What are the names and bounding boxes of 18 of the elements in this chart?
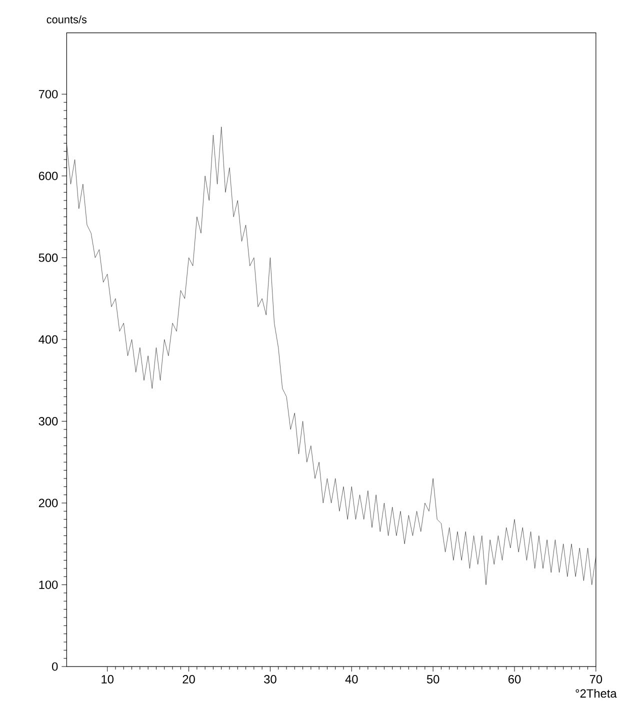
line-series [66, 126, 596, 585]
x-axis-title: °2Theta [576, 688, 617, 698]
y-tick-label: 500 [38, 253, 58, 262]
x-tick-label: 50 [426, 675, 440, 684]
y-tick-label: 200 [38, 498, 58, 508]
y-tick-label: 700 [38, 90, 58, 98]
x-tick-label: 60 [508, 675, 521, 684]
x-tick-label: 20 [182, 675, 195, 684]
x-tick-label: 10 [102, 675, 114, 684]
y-tick-label: 100 [39, 580, 58, 589]
x-tick-label: 30 [264, 675, 276, 684]
y-tick-label: 400 [38, 335, 58, 344]
x-tick-label: 40 [345, 675, 358, 684]
y-axis-title: counts/s [46, 15, 87, 24]
y-tick-label: 300 [38, 417, 58, 426]
y-tick-label: 0 [52, 662, 58, 671]
y-tick-label: 600 [38, 172, 58, 180]
x-tick-label: 70 [590, 675, 602, 684]
